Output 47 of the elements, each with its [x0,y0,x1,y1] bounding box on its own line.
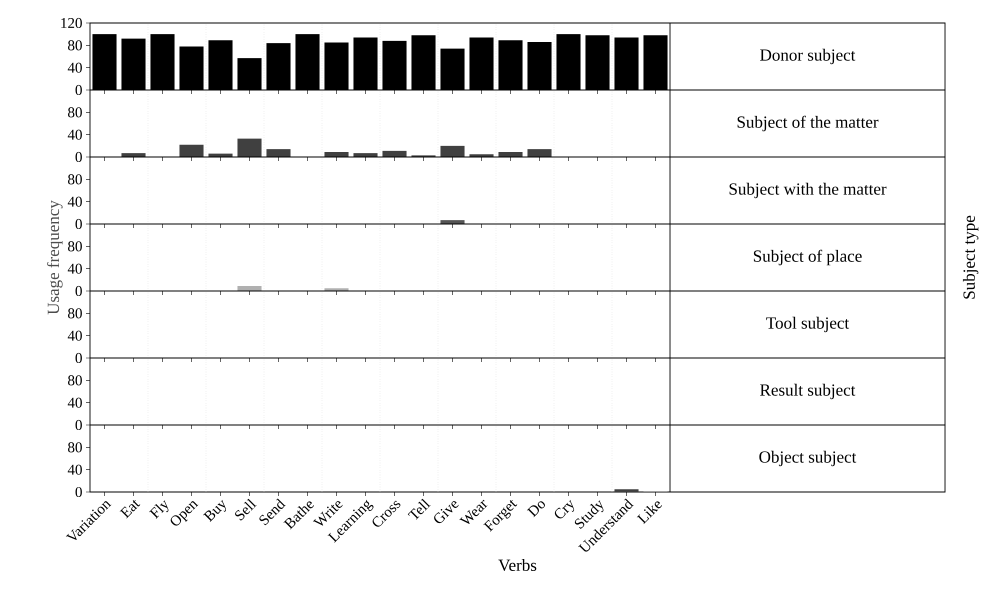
x-tick-label: Like [636,501,662,524]
x-tick-label: Do [526,501,545,518]
bar [179,144,204,157]
x-tick-label: Tell [408,498,431,520]
y-tick-label: 0 [76,218,82,230]
bar [266,149,291,157]
bar [527,149,552,157]
y-tick-label: 40 [68,330,82,341]
x-tick-label: Buy [203,500,226,522]
x-tick-label: Give [434,501,459,524]
y-tick-label: 120 [61,18,82,28]
y-tick-label: 40 [68,464,82,475]
y2-axis-title: Subject type [962,216,978,299]
y-axis-title: Usage frequency [46,200,63,314]
x-tick-label: Open [170,501,198,526]
y-tick-label: 0 [76,286,82,296]
y-tick-label: 40 [68,264,82,274]
x-tick-label: Eat [120,500,140,518]
y-tick-label: 40 [68,196,82,207]
x-tick-label: Cry [554,500,574,518]
x-tick-label: Sell [235,498,257,521]
bar [237,138,262,157]
y-tick-label: 0 [76,84,82,96]
y-tick-label: 80 [68,107,82,118]
x-tick-label: Fly [149,500,168,519]
text: Subject of place [754,250,862,266]
y-tick-label: 40 [68,62,82,73]
y-tick-label: 80 [68,241,82,252]
y-tick-label: 80 [68,442,82,452]
y-tick-label: 80 [68,375,82,386]
text: Object subject [759,450,856,466]
y-tick-label: 0 [76,352,82,364]
y-tick-label: 80 [68,40,82,50]
text: Subject of the matter [738,116,878,132]
y-tick-label: 40 [68,398,82,408]
y-tick-label: 80 [68,174,82,184]
y-tick-label: 0 [76,420,82,430]
y-tick-label: 80 [68,308,82,318]
text: Donor subject [760,48,856,64]
y-tick-label: 0 [76,152,82,162]
bar [440,146,465,157]
y-tick-label: 0 [76,486,82,498]
text: Result subject [760,384,856,400]
x-axis-title: Verbs [498,559,536,572]
y-tick-label: 40 [68,130,82,140]
text: Subject with the matter [730,182,886,198]
text: Tool subject [766,316,850,332]
